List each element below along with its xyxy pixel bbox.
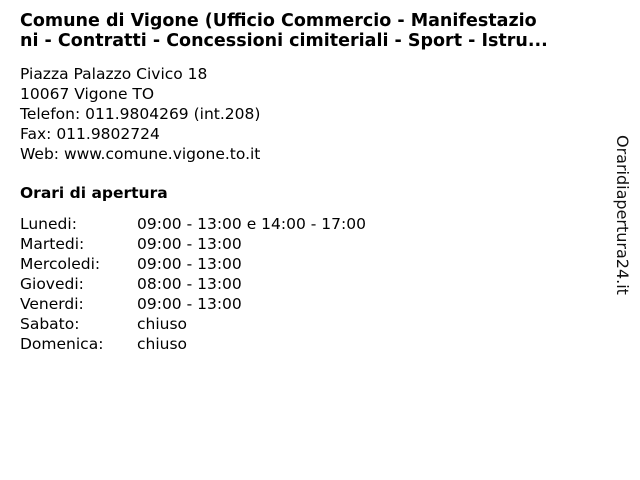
day: Venerdi: xyxy=(20,295,84,313)
hours-row: Domenica: chiuso xyxy=(20,334,366,354)
time: chiuso xyxy=(137,335,188,353)
hours-row: Sabato: chiuso xyxy=(20,314,366,334)
phone: Telefon: 011.9804269 (int.208) xyxy=(20,105,261,123)
time: 09:00 - 13:00 xyxy=(137,255,242,273)
hours-row: Venerdi: 09:00 - 13:00 xyxy=(20,294,366,314)
hours-row: Martedi: 09:00 - 13:00 xyxy=(20,234,366,254)
day: Sabato: xyxy=(20,315,80,333)
day: Giovedi: xyxy=(20,275,84,293)
hours-row: Giovedi: 08:00 - 13:00 xyxy=(20,274,366,294)
web: Web: www.comune.vigone.to.it xyxy=(20,145,261,163)
day: Lunedi: xyxy=(20,215,77,233)
address-block: Piazza Palazzo Civico 18 10067 Vigone TO… xyxy=(20,64,260,164)
hours-heading: Orari di apertura xyxy=(20,184,168,202)
time: 08:00 - 13:00 xyxy=(137,275,242,293)
day: Mercoledi: xyxy=(20,255,101,273)
hours-table: Lunedi: 09:00 - 13:00 e 14:00 - 17:00 Mar… xyxy=(20,214,366,354)
page-title: Comune di Vigone (Ufficio Commercio - Ma… xyxy=(20,11,632,51)
time: 09:00 - 13:00 xyxy=(137,295,242,313)
street: Piazza Palazzo Civico 18 xyxy=(20,65,208,83)
day: Martedi: xyxy=(20,235,85,253)
fax: Fax: 011.9802724 xyxy=(20,125,160,143)
hours-row: Mercoledi: 09:00 - 13:00 xyxy=(20,254,366,274)
title-line-2: ni - Contratti - Concessioni cimiteriali… xyxy=(20,31,548,51)
time: chiuso xyxy=(137,315,188,333)
city: 10067 Vigone TO xyxy=(20,85,155,103)
watermark: Oraridiapertura24.it xyxy=(613,135,632,295)
title-line-1: Comune di Vigone (Ufficio Commercio - Ma… xyxy=(20,11,537,31)
time: 09:00 - 13:00 e 14:00 - 17:00 xyxy=(137,215,366,233)
hours-row: Lunedi: 09:00 - 13:00 e 14:00 - 17:00 xyxy=(20,214,366,234)
time: 09:00 - 13:00 xyxy=(137,235,242,253)
day: Domenica: xyxy=(20,335,104,353)
